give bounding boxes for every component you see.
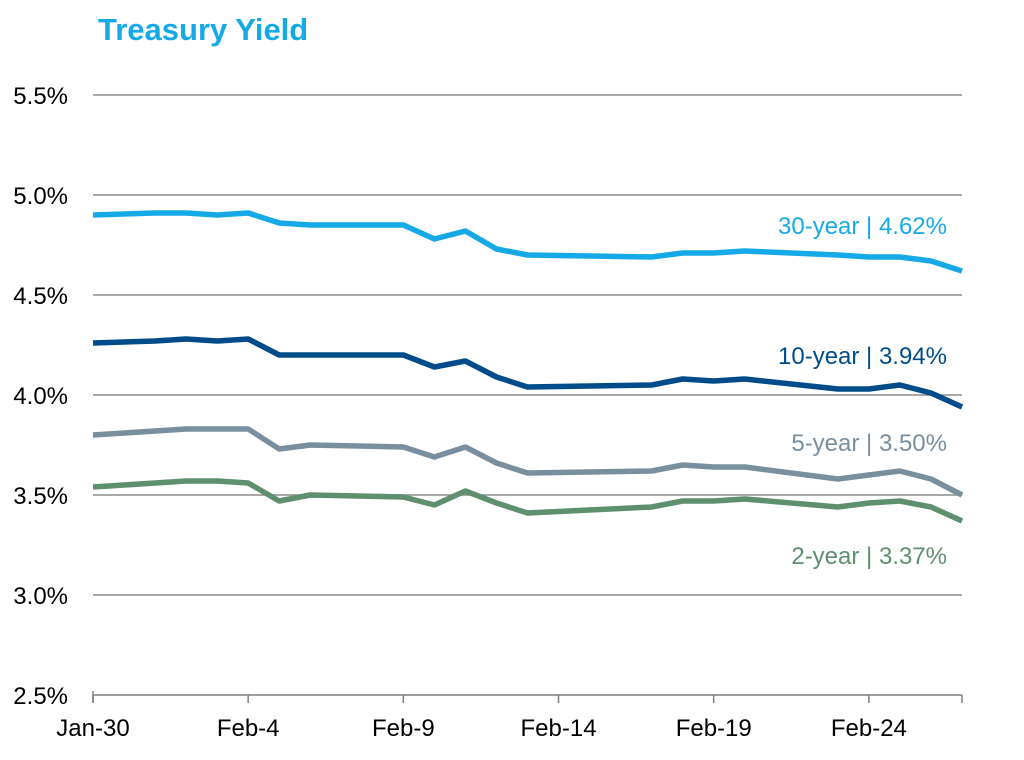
x-axis: Jan-30 Feb-4 Feb-9 Feb-14 Feb-19 Feb-24 [56, 691, 963, 742]
y-tick-label: 4.0% [13, 383, 68, 410]
series-line-5-year [92, 426, 964, 498]
series-line-2-year [92, 478, 964, 524]
series-label-5-year: 5-year | 3.50% [791, 430, 947, 457]
grid-lines [93, 94, 962, 596]
y-tick-label: 3.5% [13, 483, 68, 510]
y-tick-label: 3.0% [13, 583, 68, 610]
y-tick-label: 2.5% [13, 683, 68, 710]
x-tick-label: Feb-24 [831, 715, 907, 742]
series-label-2-year: 2-year | 3.37% [791, 543, 947, 570]
series-lines [92, 210, 964, 524]
series-line-10-year [92, 336, 964, 410]
series-line-30-year [92, 210, 963, 274]
series-label-30-year: 30-year | 4.62% [778, 213, 947, 240]
y-tick-label: 5.0% [13, 183, 68, 210]
y-tick-label: 4.5% [13, 283, 68, 310]
x-tick-label: Feb-4 [217, 715, 280, 742]
y-axis-tick-labels: 2.5% 3.0% 3.5% 4.0% 4.5% 5.0% 5.5% [13, 83, 68, 710]
x-tick-label: Feb-14 [521, 715, 597, 742]
x-tick-label: Jan-30 [56, 715, 129, 742]
series-label-10-year: 10-year | 3.94% [778, 343, 947, 370]
y-tick-label: 5.5% [13, 83, 68, 110]
chart-title: Treasury Yield [98, 12, 309, 47]
series-labels: 30-year | 4.62% 10-year | 3.94% 5-year | 3… [778, 213, 947, 570]
x-tick-label: Feb-9 [372, 715, 435, 742]
x-tick-label: Feb-19 [676, 715, 752, 742]
